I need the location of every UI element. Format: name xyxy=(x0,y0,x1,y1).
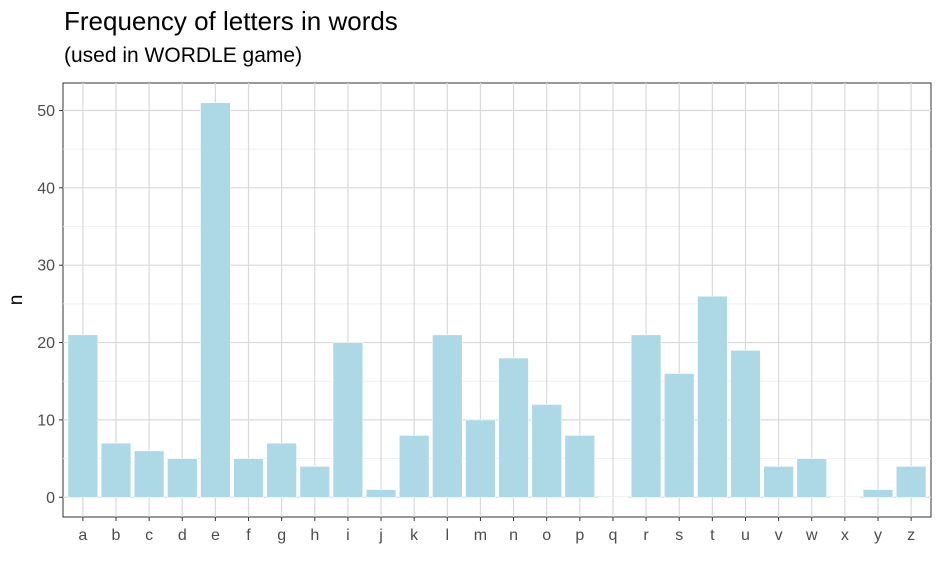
x-tick-label: s xyxy=(675,527,683,544)
x-tick-label: k xyxy=(410,527,419,544)
bar-c xyxy=(133,450,165,498)
bar-d xyxy=(167,458,198,498)
x-tick-label: d xyxy=(178,527,187,544)
x-tick-label: l xyxy=(446,527,450,544)
x-tick-label: e xyxy=(211,527,220,544)
y-tick-label: 40 xyxy=(37,180,55,197)
bar-k xyxy=(398,435,430,498)
x-tick-label: m xyxy=(474,527,487,544)
bar-r xyxy=(630,334,662,498)
bar-x xyxy=(829,496,861,499)
x-tick-label: c xyxy=(145,527,153,544)
bar-q xyxy=(597,496,629,499)
bar-y xyxy=(862,489,894,498)
x-tick-label: i xyxy=(346,527,350,544)
x-tick-label: h xyxy=(310,527,319,544)
x-tick-label: v xyxy=(775,527,783,544)
y-tick-label: 0 xyxy=(46,490,55,507)
chart-title: Frequency of letters in words xyxy=(64,6,398,36)
bar-g xyxy=(266,442,297,498)
bar-p xyxy=(564,435,596,498)
x-tick-label: x xyxy=(841,527,849,544)
x-tick-label: o xyxy=(542,527,551,544)
bar-m xyxy=(465,419,496,498)
x-tick-label: u xyxy=(741,527,750,544)
bar-f xyxy=(233,458,264,498)
bars xyxy=(67,102,927,499)
bar-t xyxy=(697,295,728,498)
x-tick-label: n xyxy=(509,527,518,544)
x-axis-ticks: a b c d e f g h i j k l m n o p q r s t u v w x y z xyxy=(78,517,915,544)
x-tick-label: t xyxy=(710,527,715,544)
chart-subtitle: (used in WORDLE game) xyxy=(64,44,303,67)
y-tick-label: 20 xyxy=(37,335,55,352)
x-tick-label: r xyxy=(643,527,649,544)
y-tick-label: 50 xyxy=(37,103,55,120)
x-tick-label: p xyxy=(575,527,584,544)
y-tick-label: 10 xyxy=(37,412,55,429)
x-tick-label: y xyxy=(874,527,882,544)
x-tick-label: j xyxy=(378,527,383,544)
bar-o xyxy=(531,404,562,498)
x-tick-label: f xyxy=(246,527,251,544)
bar-v xyxy=(763,466,794,498)
bar-n xyxy=(498,357,529,498)
bar-z xyxy=(895,466,927,498)
bar-l xyxy=(432,334,463,498)
x-tick-label: b xyxy=(112,527,121,544)
y-axis-ticks: 0 10 20 30 40 50 xyxy=(37,103,63,507)
x-tick-label: z xyxy=(907,527,915,544)
bar-u xyxy=(730,349,761,498)
x-tick-label: g xyxy=(277,527,286,544)
bar-i xyxy=(332,342,364,498)
y-axis-title: n xyxy=(6,295,27,306)
x-tick-label: a xyxy=(78,527,87,544)
y-tick-label: 30 xyxy=(37,258,55,275)
plot-panel xyxy=(62,82,932,518)
bar-w xyxy=(796,458,827,498)
bar-a xyxy=(67,334,99,498)
x-tick-label: q xyxy=(609,527,618,544)
bar-e xyxy=(200,102,231,498)
bar-h xyxy=(299,466,330,498)
bar-j xyxy=(365,489,397,498)
bar-s xyxy=(664,373,695,498)
x-tick-label: w xyxy=(805,527,818,544)
bar-b xyxy=(100,442,132,498)
